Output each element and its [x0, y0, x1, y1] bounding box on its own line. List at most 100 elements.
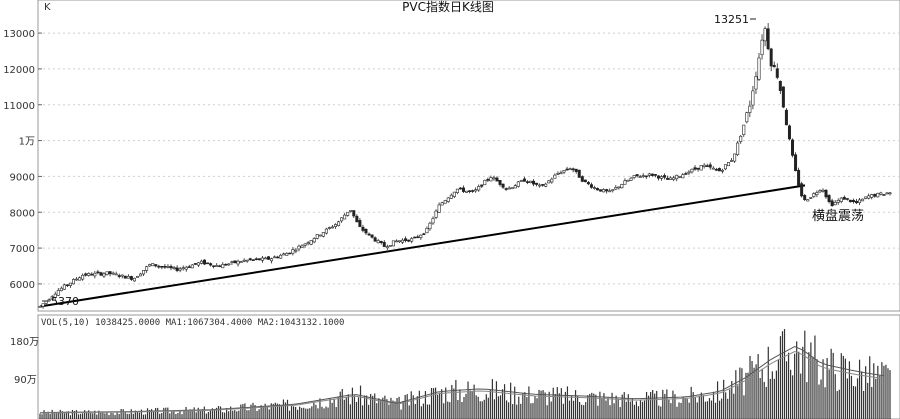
- candle-body: [562, 170, 566, 173]
- volume-bar: [136, 411, 138, 419]
- volume-bar: [132, 413, 134, 419]
- volume-bar: [254, 405, 256, 419]
- volume-bar: [353, 395, 356, 419]
- volume-bar: [508, 402, 510, 419]
- volume-bar: [124, 411, 126, 419]
- volume-bar: [268, 409, 270, 419]
- volume-bar: [560, 388, 562, 419]
- volume-bar: [621, 394, 623, 419]
- volume-bar: [140, 409, 143, 419]
- candle-body: [364, 228, 368, 234]
- volume-bar: [333, 399, 335, 419]
- volume-bar: [725, 392, 727, 419]
- candle-body: [730, 160, 734, 162]
- candle-body: [882, 194, 886, 196]
- candle-body: [422, 233, 426, 235]
- candle-body: [879, 192, 883, 195]
- volume-bar: [73, 410, 76, 419]
- volume-bar: [39, 413, 41, 419]
- candle-body: [114, 273, 118, 276]
- volume-bar: [142, 414, 145, 419]
- volume-bar: [690, 386, 692, 419]
- candle-body: [352, 210, 356, 217]
- volume-bar: [134, 410, 136, 419]
- volume-bar: [177, 413, 179, 419]
- volume-bar: [155, 408, 157, 419]
- candle-body: [349, 210, 353, 212]
- volume-bar: [349, 404, 351, 419]
- volume-bar: [410, 391, 412, 419]
- volume-bar: [656, 390, 658, 419]
- volume-bar: [439, 392, 441, 419]
- volume-bar: [566, 386, 569, 419]
- candle-body: [62, 284, 66, 290]
- volume-bar: [120, 409, 122, 419]
- candle-body: [608, 190, 612, 193]
- volume-bar: [743, 395, 745, 419]
- volume-bar: [647, 395, 650, 419]
- candle-body: [681, 174, 685, 179]
- volume-bar: [548, 391, 550, 419]
- candle-body: [864, 196, 868, 199]
- volume-bar: [246, 410, 248, 419]
- volume-bar: [441, 389, 443, 419]
- volume-bar: [424, 391, 427, 419]
- volume-bar: [710, 400, 713, 419]
- candle-body: [644, 175, 648, 178]
- candle-body: [370, 234, 374, 238]
- volume-bar: [258, 409, 260, 419]
- volume-bar: [286, 399, 289, 419]
- candle-body: [498, 180, 502, 185]
- volume-bar: [453, 388, 455, 419]
- candle-body: [394, 240, 398, 243]
- volume-bar: [639, 400, 642, 419]
- candle-body: [635, 174, 639, 177]
- candle-body: [861, 198, 865, 202]
- volume-bar: [445, 387, 447, 419]
- y-axis: 6000 7000 8000 9000 1万 11000 12000 13000: [3, 29, 42, 291]
- volume-bar: [236, 411, 238, 419]
- volume-bar: [418, 390, 420, 419]
- volume-bar: [59, 409, 61, 419]
- candle-body: [288, 252, 292, 255]
- candle-body: [696, 167, 700, 170]
- volume-bar: [512, 404, 514, 419]
- volume-bar: [238, 410, 240, 419]
- volume-bar: [272, 403, 274, 419]
- volume-bar: [102, 411, 104, 419]
- volume-bar: [856, 378, 859, 419]
- volume-bar: [181, 414, 183, 419]
- volume-bar: [558, 393, 560, 419]
- candle-body: [300, 245, 304, 248]
- volume-bar: [252, 402, 254, 419]
- volume-bar: [615, 395, 617, 419]
- candle-body: [532, 180, 536, 185]
- candle-body: [142, 270, 146, 275]
- chart-title: PVC指数日K线图: [402, 0, 494, 14]
- candle-body: [559, 172, 563, 175]
- volume-bar: [840, 353, 842, 419]
- candle-body: [653, 174, 657, 176]
- volume-bar: [282, 399, 285, 419]
- volume-bar: [100, 412, 102, 419]
- volume-bar: [686, 398, 688, 419]
- volume-bar: [503, 384, 506, 419]
- candle-body: [236, 260, 240, 265]
- volume-bar: [491, 379, 493, 419]
- candle-body: [309, 240, 313, 245]
- candle-body: [617, 186, 621, 189]
- volume-bar: [455, 379, 457, 419]
- volume-bar: [270, 403, 272, 419]
- candle-body: [84, 273, 88, 276]
- candle-body: [629, 177, 633, 181]
- volume-bar: [96, 414, 98, 419]
- candle-body: [638, 176, 642, 178]
- volume-bar: [680, 402, 682, 419]
- volume-bar: [195, 412, 197, 419]
- volume-bar: [708, 398, 711, 419]
- candle-body: [330, 226, 334, 229]
- volume-bar: [812, 356, 814, 419]
- volume-bar: [426, 404, 429, 419]
- volume-bar: [885, 364, 887, 419]
- volume-bar: [836, 391, 838, 419]
